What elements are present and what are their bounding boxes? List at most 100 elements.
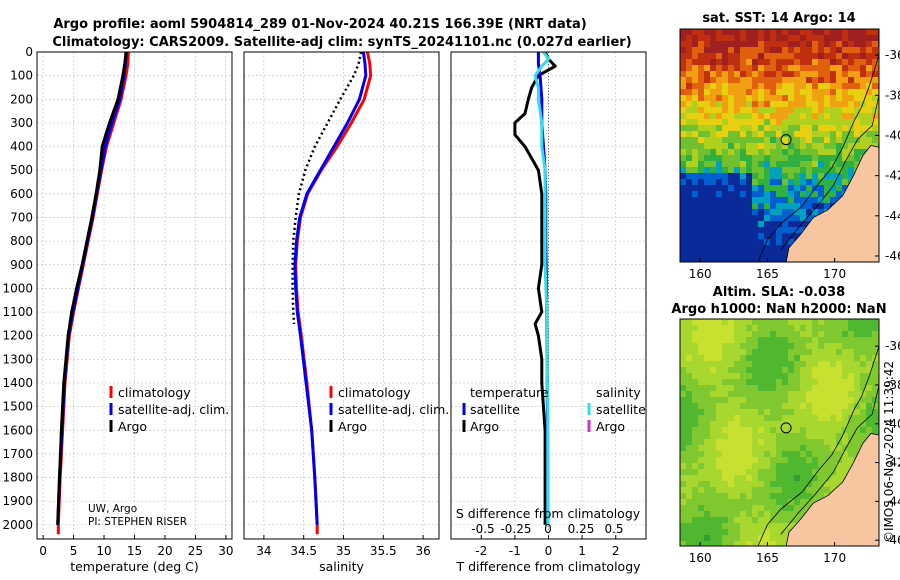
map-cell (770, 343, 777, 350)
map-cell (842, 149, 849, 156)
map-cell (698, 403, 705, 410)
map-cell (698, 481, 705, 488)
map-cell (680, 517, 687, 524)
map-cell (842, 125, 849, 132)
map-cell (794, 167, 801, 174)
map-cell (734, 131, 741, 138)
map-cell (692, 257, 699, 262)
map-cell (836, 149, 843, 156)
map-cell (746, 445, 753, 452)
map-cell (704, 325, 711, 332)
map-cell (740, 319, 747, 326)
map-cell (800, 505, 807, 512)
map-cell (698, 355, 705, 362)
map-cell (842, 331, 849, 338)
map-cell (836, 167, 843, 174)
map-cell (680, 83, 687, 90)
map-cell (734, 143, 741, 150)
map-cell (692, 511, 699, 518)
legend-label-s-argo: Argo (596, 419, 625, 434)
map-cell (860, 65, 867, 72)
map-cell (794, 95, 801, 102)
map-cell (812, 35, 819, 42)
map-cell (872, 35, 879, 42)
map-cell (830, 137, 837, 144)
map-cell (776, 167, 783, 174)
map-cell (758, 257, 765, 262)
map-cell (824, 185, 831, 192)
map-cell (692, 319, 699, 326)
map-cell (800, 47, 807, 54)
map-cell (764, 361, 771, 368)
map-cell (806, 161, 813, 168)
map-cell (824, 391, 831, 398)
map-cell (788, 433, 795, 440)
map-cell (812, 487, 819, 494)
map-cell (794, 517, 801, 524)
map-cell (758, 161, 765, 168)
map-cell (680, 161, 687, 168)
map-cell (782, 355, 789, 362)
map-cell (800, 161, 807, 168)
map-cell (740, 47, 747, 54)
map-cell (872, 391, 879, 398)
map-cell (746, 203, 753, 210)
map-cell (788, 373, 795, 380)
map-cell (818, 77, 825, 84)
map-cell (770, 167, 777, 174)
map-cell (782, 427, 789, 434)
map-cell (704, 385, 711, 392)
map-cell (866, 77, 873, 84)
map-cell (782, 487, 789, 494)
map-cell (680, 343, 687, 350)
map-cell (716, 53, 723, 60)
map-cell (854, 155, 861, 162)
map-cell (800, 221, 807, 228)
map-cell (806, 463, 813, 470)
map-cell (698, 535, 705, 542)
map-cell (728, 499, 735, 506)
map-cell (764, 349, 771, 356)
map-cell (848, 415, 855, 422)
map-cell (686, 331, 693, 338)
map-cell (788, 511, 795, 518)
map-cell (830, 35, 837, 42)
map-cell (782, 191, 789, 198)
map-cell (686, 409, 693, 416)
map-cell (812, 397, 819, 404)
map-cell (776, 385, 783, 392)
map-cell (800, 457, 807, 464)
map-cell (734, 511, 741, 518)
map-cell (746, 505, 753, 512)
map-cell (710, 361, 717, 368)
map-cell (800, 185, 807, 192)
map-cell (716, 185, 723, 192)
map-cell (686, 173, 693, 180)
map-cell (824, 107, 831, 114)
map-cell (740, 245, 747, 252)
map-cell (836, 385, 843, 392)
map-cell (782, 511, 789, 518)
map-cell (830, 439, 837, 446)
map-cell (836, 119, 843, 126)
map-cell (854, 409, 861, 416)
map-cell (872, 107, 879, 114)
map-cell (818, 47, 825, 54)
map-cell (866, 409, 873, 416)
map-cell (800, 439, 807, 446)
map-cell (788, 221, 795, 228)
map-cell (758, 481, 765, 488)
map-cell (740, 143, 747, 150)
map-cell (860, 41, 867, 48)
series-group (56, 52, 130, 535)
map-cell (740, 403, 747, 410)
map-cell (722, 499, 729, 506)
map-cell (704, 143, 711, 150)
map-cell (752, 343, 759, 350)
map-cell (716, 251, 723, 258)
map-cell (728, 487, 735, 494)
map-cell (698, 167, 705, 174)
map-cell (770, 349, 777, 356)
map-cell (836, 469, 843, 476)
map-cell (710, 215, 717, 222)
